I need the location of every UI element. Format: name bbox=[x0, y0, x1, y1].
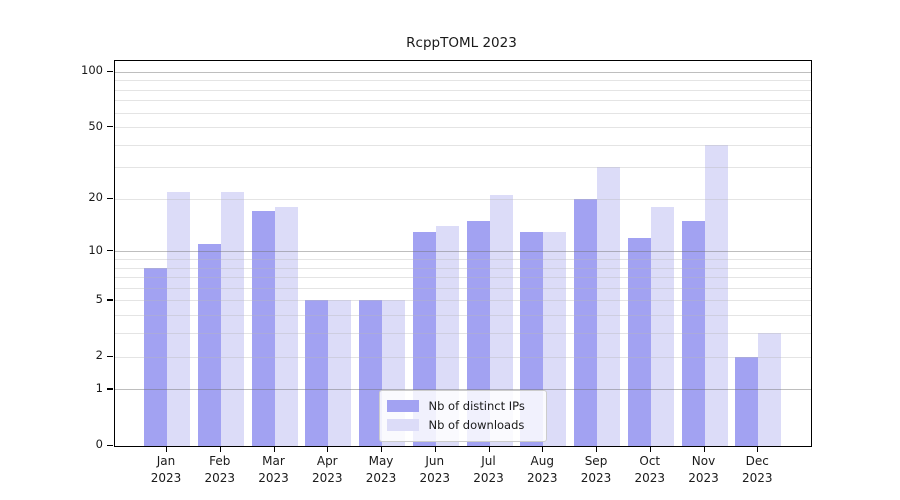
y-tick-label-100: 100 bbox=[81, 63, 103, 78]
y-tick-50 bbox=[107, 126, 113, 128]
bar-downloads-sep bbox=[597, 167, 620, 446]
gridline-40 bbox=[114, 144, 811, 146]
gridline-4 bbox=[114, 315, 811, 317]
gridline-70 bbox=[114, 100, 811, 102]
gridline-60 bbox=[114, 112, 811, 114]
y-tick-10 bbox=[107, 250, 113, 252]
bar-distinct-ips-jul bbox=[466, 220, 490, 446]
y-tick-label-2: 2 bbox=[95, 348, 103, 363]
gridline-20 bbox=[114, 198, 811, 200]
bar-downloads-feb bbox=[220, 191, 244, 446]
legend-item-downloads: Nb of downloads bbox=[386, 416, 538, 435]
legend: Nb of distinct IPs Nb of downloads bbox=[378, 389, 547, 442]
y-tick-5 bbox=[107, 299, 113, 301]
x-tick-label-jun: Jun 2023 bbox=[419, 453, 451, 485]
gridline-80 bbox=[114, 89, 811, 91]
bar-distinct-ips-jan bbox=[144, 267, 167, 446]
bar-distinct-ips-oct bbox=[627, 237, 651, 446]
gridline-2 bbox=[114, 356, 811, 358]
y-tick-1 bbox=[107, 388, 113, 390]
x-tick-label-nov: Nov 2023 bbox=[688, 453, 719, 485]
legend-label-distinct-ips: Nb of distinct IPs bbox=[428, 399, 525, 413]
x-tick-jul bbox=[488, 445, 490, 452]
x-tick-label-jul: Jul 2023 bbox=[473, 453, 504, 485]
x-tick-label-sep: Sep 2023 bbox=[580, 453, 612, 485]
x-tick-label-mar: Mar 2023 bbox=[258, 453, 289, 485]
legend-label-downloads: Nb of downloads bbox=[428, 418, 525, 432]
gridlines-layer bbox=[114, 61, 811, 446]
y-tick-label-0: 0 bbox=[95, 437, 103, 451]
bar-distinct-ips-dec bbox=[735, 356, 759, 446]
gridline-100 bbox=[114, 71, 811, 73]
x-tick-feb bbox=[219, 445, 221, 452]
bar-downloads-apr bbox=[328, 300, 352, 446]
bar-downloads-oct bbox=[650, 207, 674, 446]
y-tick-label-50: 50 bbox=[88, 118, 103, 133]
x-tick-may bbox=[381, 445, 383, 452]
gridline-5 bbox=[114, 300, 811, 302]
legend-item-distinct-ips: Nb of distinct IPs bbox=[386, 397, 538, 416]
x-tick-label-feb: Feb 2023 bbox=[204, 453, 236, 485]
bar-downloads-jul bbox=[489, 195, 513, 446]
bar-distinct-ips-mar bbox=[251, 211, 275, 446]
gridline-10 bbox=[114, 251, 811, 253]
y-tick-label-1: 1 bbox=[95, 380, 103, 395]
x-tick-sep bbox=[596, 445, 598, 452]
gridline-7 bbox=[114, 277, 811, 279]
legend-swatch-downloads bbox=[386, 419, 419, 431]
bar-downloads-jan bbox=[167, 191, 190, 446]
y-tick-0 bbox=[107, 444, 113, 446]
gridline-8 bbox=[114, 267, 811, 269]
gridline-9 bbox=[114, 259, 811, 260]
x-tick-label-may: May 2023 bbox=[365, 453, 397, 485]
x-tick-label-oct: Oct 2023 bbox=[634, 453, 666, 485]
gridline-50 bbox=[114, 127, 811, 129]
y-tick-20 bbox=[107, 197, 113, 200]
y-tick-100 bbox=[107, 70, 113, 72]
chart-title: RcppTOML 2023 bbox=[406, 35, 517, 51]
gridline-3 bbox=[114, 333, 811, 335]
plot-area: Nb of distinct IPs Nb of downloads bbox=[113, 59, 812, 447]
x-tick-apr bbox=[327, 445, 329, 452]
bar-distinct-ips-nov bbox=[681, 220, 705, 446]
bar-downloads-dec bbox=[758, 333, 782, 446]
bar-distinct-ips-apr bbox=[305, 300, 329, 446]
y-tick-label-20: 20 bbox=[88, 190, 103, 205]
y-tick-label-10: 10 bbox=[88, 242, 103, 257]
gridline-6 bbox=[114, 287, 811, 289]
x-tick-aug bbox=[542, 445, 544, 452]
x-tick-mar bbox=[273, 445, 275, 452]
x-tick-dec bbox=[757, 445, 759, 452]
x-tick-jun bbox=[434, 445, 436, 452]
bar-distinct-ips-feb bbox=[197, 244, 221, 446]
bar-downloads-aug bbox=[543, 231, 567, 446]
x-tick-label-aug: Aug 2023 bbox=[526, 453, 558, 485]
bar-downloads-mar bbox=[274, 207, 298, 446]
gridline-30 bbox=[114, 167, 811, 169]
bar-downloads-nov bbox=[704, 144, 728, 446]
legend-swatch-distinct-ips bbox=[386, 400, 419, 412]
y-tick-label-5: 5 bbox=[95, 291, 103, 306]
x-tick-label-dec: Dec 2023 bbox=[741, 453, 773, 485]
x-tick-oct bbox=[649, 445, 651, 452]
gridline-90 bbox=[114, 80, 811, 82]
x-tick-label-jan: Jan 2023 bbox=[150, 453, 182, 485]
bar-distinct-ips-may bbox=[359, 300, 382, 446]
bar-distinct-ips-sep bbox=[574, 198, 597, 446]
x-tick-jan bbox=[166, 445, 168, 452]
y-tick-2 bbox=[107, 355, 113, 357]
x-tick-nov bbox=[703, 445, 705, 452]
x-tick-label-apr: Apr 2023 bbox=[311, 453, 343, 485]
